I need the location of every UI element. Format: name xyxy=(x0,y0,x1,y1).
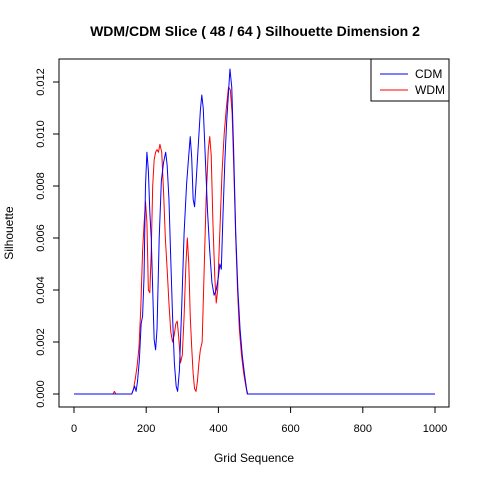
series-line-cdm xyxy=(74,68,435,395)
chart-title: WDM/CDM Slice ( 48 / 64 ) Silhouette Dim… xyxy=(90,23,420,39)
x-axis: 0 200 400 600 800 1000 xyxy=(71,406,447,435)
y-axis-label: Silhouette xyxy=(2,206,16,260)
legend-box xyxy=(370,58,450,102)
y-tick-label: 0.006 xyxy=(35,224,47,252)
x-tick-label: 600 xyxy=(281,423,299,435)
x-axis-label: Grid Sequence xyxy=(214,451,294,465)
y-tick-label: 0.012 xyxy=(35,68,47,96)
series-line-wdm xyxy=(74,86,435,395)
series-layer xyxy=(74,68,435,395)
x-tick-label: 400 xyxy=(209,423,227,435)
x-tick-label: 200 xyxy=(137,423,155,435)
y-tick-label: 0.000 xyxy=(35,380,47,408)
legend-label-cdm: CDM xyxy=(415,67,442,81)
legend: CDM WDM xyxy=(370,58,450,102)
legend-label-wdm: WDM xyxy=(415,83,445,97)
x-tick-label: 1000 xyxy=(423,423,447,435)
y-tick-label: 0.002 xyxy=(35,328,47,356)
y-tick-label: 0.008 xyxy=(35,172,47,200)
y-tick-label: 0.004 xyxy=(35,276,47,304)
y-tick-label: 0.010 xyxy=(35,120,47,148)
y-axis: 0.000 0.002 0.004 0.006 0.008 0.010 0.012 xyxy=(35,68,60,408)
x-tick-label: 800 xyxy=(354,423,372,435)
x-tick-label: 0 xyxy=(71,423,77,435)
